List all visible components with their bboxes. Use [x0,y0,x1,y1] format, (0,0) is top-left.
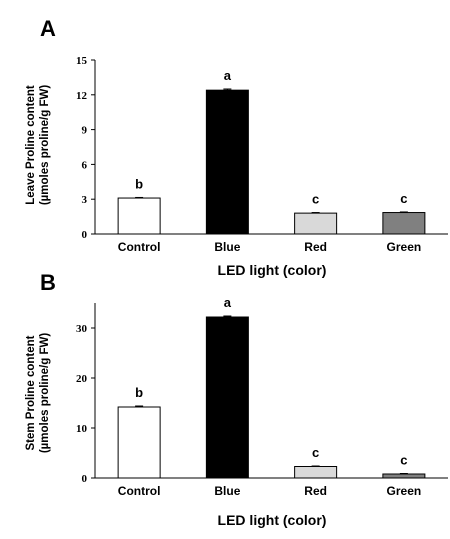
significance-label-red-b: c [312,445,319,460]
panel-label-a: A [40,16,56,41]
x-tick-label-control-b: Control [118,484,161,498]
y-axis-label-a-line2: (µmoles proline/g FW) [39,85,51,206]
plot-area-b: 0 10 20 30 b Control a Blue c Red c Green [76,295,448,498]
y-axis-label-b-line2: (µmoles proline/g FW) [39,333,51,454]
bar-green-a [382,212,426,235]
y-tick-label-b: 0 [82,473,88,485]
significance-label-blue-a: a [224,68,232,83]
panel-label-b: B [40,270,56,295]
y-tick-label-a: 6 [82,159,88,171]
bar-blue-a [205,89,249,235]
y-tick-label-a: 3 [82,194,88,206]
x-tick-label-blue-b: Blue [214,484,240,498]
y-tick-label-a: 0 [82,229,88,241]
y-tick-label-a: 15 [76,55,88,67]
x-tick-label-green-a: Green [387,240,422,254]
bar-control-b [117,406,161,479]
y-tick-label-a: 9 [82,125,88,137]
plot-area-a: 0 3 6 9 12 15 b Control a Blue c Red c Green [76,55,448,254]
significance-label-control-b: b [135,385,143,400]
y-axis-label-a: Leave Proline content (µmoles proline/g … [25,85,51,206]
chart-panel-b: B Stem Proline content (µmoles proline/g… [25,270,448,528]
bar-red-a [294,212,338,235]
y-axis-label-b: Stem Proline content (µmoles proline/g F… [25,333,51,454]
x-tick-label-green-b: Green [387,484,422,498]
y-tick-label-b: 20 [76,373,88,385]
significance-label-green-a: c [400,191,407,206]
x-tick-label-blue-a: Blue [214,240,240,254]
x-tick-label-red-a: Red [304,240,327,254]
bar-green-b [382,473,426,479]
bar-red-b [294,466,338,479]
x-tick-label-red-b: Red [304,484,327,498]
x-axis-label-a: LED light (color) [218,262,327,278]
significance-label-green-b: c [400,453,407,468]
bar-blue-b [205,316,249,479]
significance-label-red-a: c [312,192,319,207]
y-tick-label-b: 30 [76,323,88,335]
chart-panel-a: A Leave Proline content (µmoles proline/… [25,16,448,278]
y-tick-label-b: 10 [76,423,88,435]
y-axis-label-a-line1: Leave Proline content [25,85,37,205]
x-axis-label-b: LED light (color) [218,512,327,528]
significance-label-blue-b: a [224,295,232,310]
y-tick-label-a: 12 [76,90,88,102]
bar-control-a [117,197,161,235]
significance-label-control-a: b [135,176,143,191]
y-axis-label-b-line1: Stem Proline content [25,335,37,450]
x-tick-label-control-a: Control [118,240,161,254]
